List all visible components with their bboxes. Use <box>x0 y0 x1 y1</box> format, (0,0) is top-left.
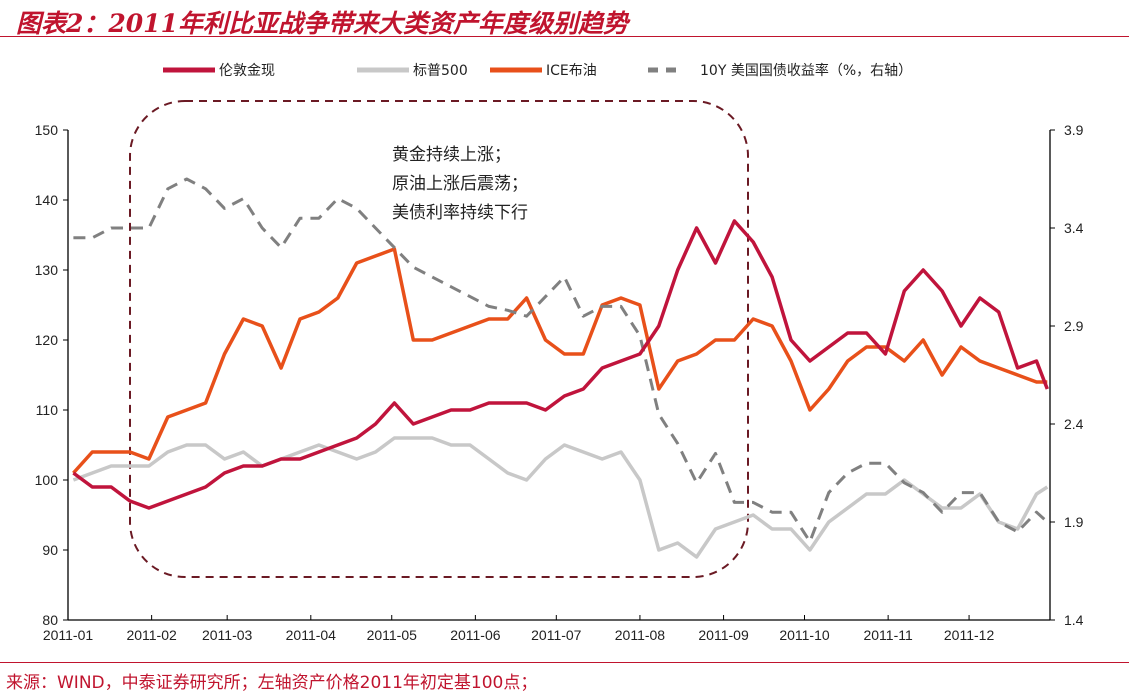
right-tick-label: 1.4 <box>1064 612 1084 628</box>
legend-label-0: 伦敦金现 <box>219 63 275 79</box>
legend-label-2: ICE布油 <box>546 63 597 79</box>
legend-label-1: 标普500 <box>413 63 468 79</box>
series-line-0 <box>72 219 1049 510</box>
x-tick-label: 2011-09 <box>698 627 749 643</box>
series-line-2 <box>72 247 1048 475</box>
x-tick-label: 2011-07 <box>531 627 582 643</box>
annotation-line: 原油上涨后震荡； <box>392 174 528 194</box>
legend-label-3: 10Y 美国国债收益率（%，右轴） <box>700 62 912 79</box>
left-tick-label: 80 <box>42 612 58 628</box>
x-tick-label: 2011-10 <box>779 627 830 643</box>
right-tick-label: 3.4 <box>1064 220 1084 236</box>
x-tick-label: 2011-12 <box>944 627 995 643</box>
x-tick-label: 2011-11 <box>863 627 913 643</box>
series-line-1 <box>72 436 1049 559</box>
highlight-period-box <box>129 100 749 578</box>
annotation-line: 黄金持续上涨； <box>392 145 511 165</box>
left-tick-label: 110 <box>36 402 59 418</box>
series-line-3 <box>73 177 1049 544</box>
left-tick-label: 150 <box>35 122 59 138</box>
right-tick-label: 2.9 <box>1064 318 1084 334</box>
chart-title: 图表2：2011年利比亚战争带来大类资产年度级别趋势 <box>16 9 628 38</box>
left-tick-label: 120 <box>35 332 59 348</box>
right-tick-label: 1.9 <box>1064 514 1084 530</box>
x-tick-label: 2011-08 <box>615 627 666 643</box>
annotation-line: 美债利率持续下行 <box>392 203 528 223</box>
left-tick-label: 100 <box>35 472 59 488</box>
title-divider <box>0 36 1129 37</box>
right-tick-label: 2.4 <box>1064 416 1084 432</box>
source-note: 来源：WIND，中泰证券研究所；左轴资产价格2011年初定基100点； <box>6 673 538 693</box>
footer-divider <box>0 662 1129 663</box>
x-tick-label: 2011-01 <box>43 627 94 643</box>
x-tick-label: 2011-02 <box>126 627 177 643</box>
left-tick-label: 140 <box>35 192 59 208</box>
x-tick-label: 2011-04 <box>286 627 337 643</box>
x-tick-label: 2011-06 <box>450 627 501 643</box>
x-tick-label: 2011-03 <box>202 627 253 643</box>
left-tick-label: 90 <box>42 542 58 558</box>
x-tick-label: 2011-05 <box>367 627 418 643</box>
right-tick-label: 3.9 <box>1064 122 1084 138</box>
left-tick-label: 130 <box>35 262 59 278</box>
